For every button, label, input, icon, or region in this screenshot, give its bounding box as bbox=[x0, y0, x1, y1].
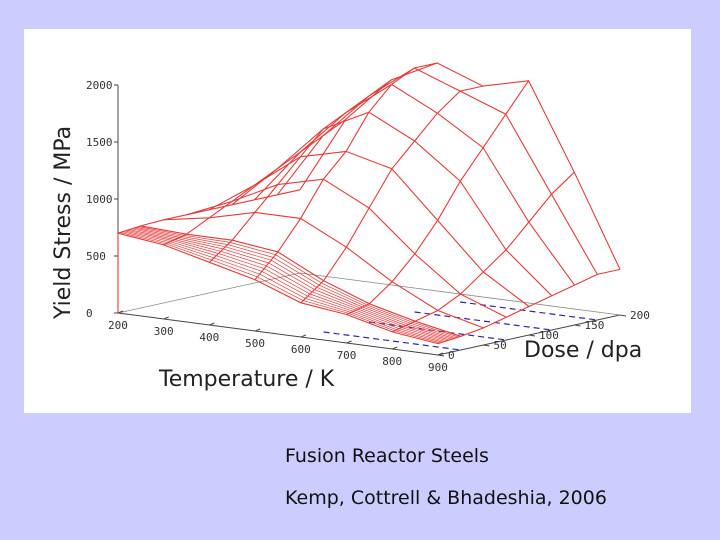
x-tick-label: 500 bbox=[245, 337, 265, 350]
surface-line-fine bbox=[122, 231, 443, 343]
tick-labels: 200 300 400 500 600 700 800 9000501001502000500… bbox=[86, 79, 650, 374]
surface-line-dose bbox=[276, 67, 598, 275]
x-axis-line bbox=[117, 312, 439, 356]
x-tick-mark bbox=[163, 316, 169, 320]
x-tick-label: 300 bbox=[154, 325, 174, 338]
back-axis-line bbox=[117, 272, 301, 314]
contour-line bbox=[369, 321, 507, 341]
y-axis-title: Dose / dpa bbox=[524, 338, 642, 363]
y-tick-label: 0 bbox=[448, 349, 455, 362]
surface-line-fine bbox=[138, 226, 459, 338]
surface-line-dose bbox=[254, 83, 575, 286]
surface-line-fine bbox=[133, 227, 455, 339]
surface-line-dose bbox=[117, 232, 439, 345]
surface-line-fine bbox=[124, 230, 445, 342]
y-tick-label: 100 bbox=[539, 329, 559, 342]
x-axis-title: Temperature / K bbox=[158, 367, 335, 392]
x-tick-label: 800 bbox=[382, 355, 402, 368]
y-tick-mark bbox=[437, 354, 445, 357]
x-tick-label: 900 bbox=[428, 361, 448, 374]
surface-line-fine bbox=[131, 228, 452, 340]
surface-line-fine bbox=[129, 229, 450, 341]
y-tick-label: 150 bbox=[585, 319, 605, 332]
surface-line-dose bbox=[231, 111, 553, 297]
y-tick-mark bbox=[528, 334, 536, 337]
x-tick-label: 200 bbox=[108, 319, 128, 332]
plot-panel: 200 300 400 500 600 700 800 900 0 50 100 150 200 0 500… bbox=[24, 29, 691, 413]
surface-line-fine bbox=[127, 229, 448, 342]
surface-line-fine bbox=[120, 232, 441, 344]
y-tick-label: 200 bbox=[630, 309, 650, 322]
contour-line bbox=[414, 311, 552, 331]
x-tick-mark bbox=[300, 334, 307, 338]
x-tick-mark bbox=[392, 346, 398, 350]
surface-line-dose bbox=[163, 211, 484, 329]
caption-credit: Kemp, Cottrell & Bhadeshia, 2006 bbox=[285, 487, 607, 509]
surface-line-temperature bbox=[163, 118, 347, 246]
surface-line-dose bbox=[299, 62, 621, 270]
surface-line-dose bbox=[140, 225, 461, 337]
surface-plot: 200 300 400 500 600 700 800 9000501001502000500… bbox=[51, 62, 650, 392]
surface-line-fine bbox=[140, 225, 461, 337]
y-tick-label: 50 bbox=[494, 339, 507, 352]
y-tick-mark bbox=[574, 324, 581, 327]
z-tick-label: 1500 bbox=[86, 136, 113, 149]
z-tick-label: 0 bbox=[86, 307, 93, 320]
x-tick-mark bbox=[209, 322, 215, 326]
surface-line-temperature bbox=[392, 171, 575, 333]
contour-line bbox=[323, 331, 461, 351]
z-tick-label: 500 bbox=[86, 250, 106, 263]
surface-line-dose bbox=[208, 150, 530, 307]
z-tick-label: 1000 bbox=[86, 193, 113, 206]
x-tick-mark bbox=[254, 328, 261, 332]
caption-title: Fusion Reactor Steels bbox=[285, 445, 489, 467]
z-axis-title: Yield Stress / MPa bbox=[51, 126, 76, 320]
surface-line-temperature bbox=[209, 79, 392, 263]
surface-mesh bbox=[117, 62, 621, 345]
z-tick-label: 2000 bbox=[86, 79, 113, 92]
x-tick-mark bbox=[117, 310, 124, 314]
x-tick-label: 600 bbox=[291, 343, 311, 356]
y-tick-mark bbox=[619, 314, 627, 317]
x-tick-label: 400 bbox=[199, 331, 219, 344]
surface-line-temperature bbox=[300, 85, 484, 304]
x-tick-label: 700 bbox=[337, 349, 357, 362]
x-tick-mark bbox=[346, 340, 352, 344]
surface-line-fine bbox=[136, 227, 457, 339]
y-tick-mark bbox=[483, 344, 490, 347]
